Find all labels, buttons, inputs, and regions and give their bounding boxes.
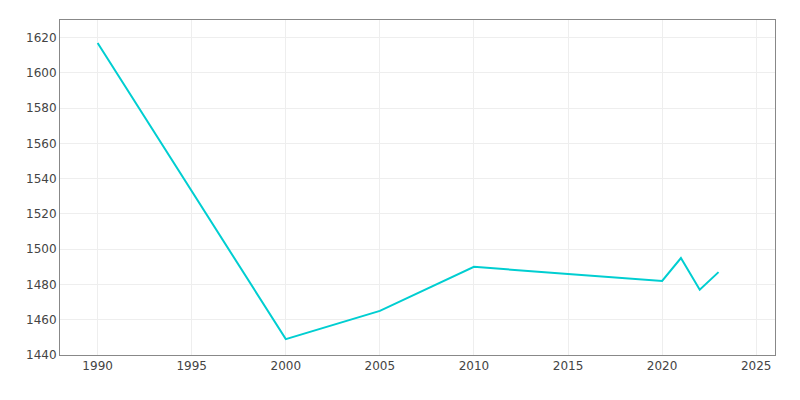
svg-text:1580: 1580 bbox=[26, 101, 57, 115]
svg-text:2015: 2015 bbox=[553, 359, 584, 373]
svg-text:1600: 1600 bbox=[26, 66, 57, 80]
svg-text:2025: 2025 bbox=[741, 359, 772, 373]
svg-text:1520: 1520 bbox=[26, 207, 57, 221]
svg-text:1500: 1500 bbox=[26, 242, 57, 256]
svg-text:2000: 2000 bbox=[271, 359, 302, 373]
svg-text:1460: 1460 bbox=[26, 313, 57, 327]
svg-text:1990: 1990 bbox=[82, 359, 113, 373]
svg-text:2005: 2005 bbox=[365, 359, 396, 373]
svg-text:2020: 2020 bbox=[647, 359, 678, 373]
svg-text:1480: 1480 bbox=[26, 278, 57, 292]
svg-text:1560: 1560 bbox=[26, 137, 57, 151]
svg-text:1440: 1440 bbox=[26, 348, 57, 362]
svg-text:1540: 1540 bbox=[26, 172, 57, 186]
svg-text:1995: 1995 bbox=[176, 359, 207, 373]
svg-text:2010: 2010 bbox=[459, 359, 490, 373]
svg-text:1620: 1620 bbox=[26, 31, 57, 45]
